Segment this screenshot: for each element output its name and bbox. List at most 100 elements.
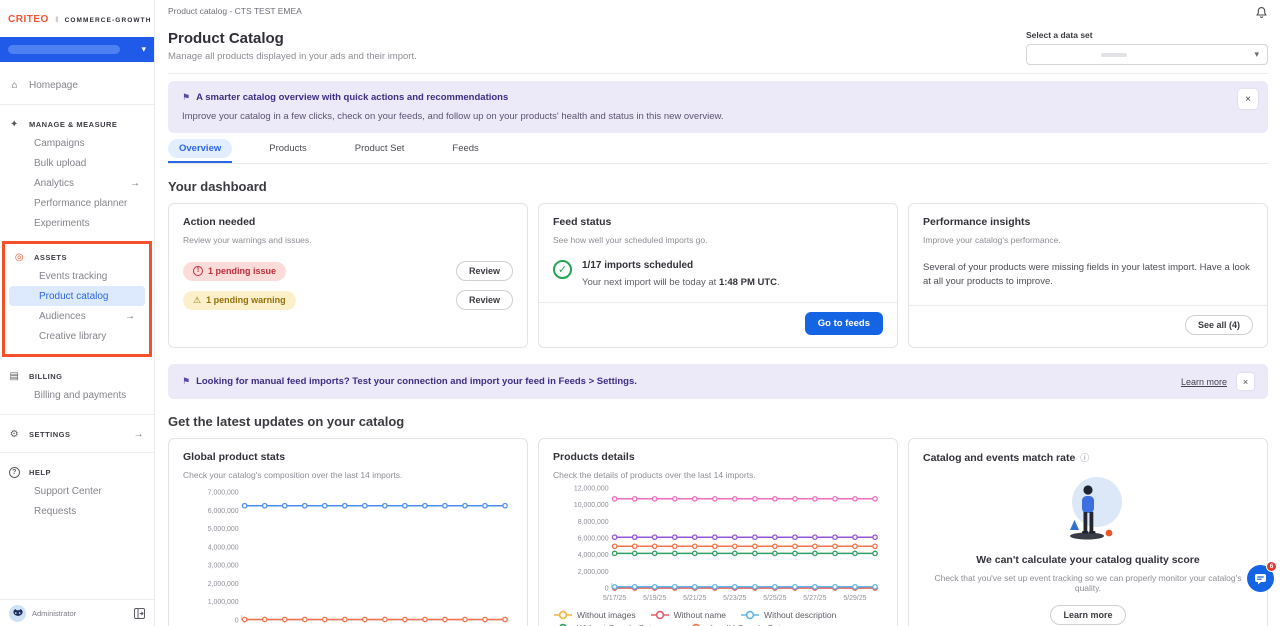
- status-label: 1 pending warning: [206, 295, 286, 305]
- sidebar-section-header-manage-measure[interactable]: ✦ MANAGE & MEASURE: [0, 115, 154, 133]
- performance-insights-card: Performance insights Improve your catalo…: [908, 203, 1268, 348]
- chevron-down-icon: ▾: [1254, 49, 1259, 59]
- status-label: 1 pending issue: [208, 266, 277, 276]
- banner-description: Improve your catalog in a few clicks, ch…: [182, 111, 724, 122]
- sidebar-item-creative-library[interactable]: Creative library: [9, 326, 145, 346]
- card-description: Improve your catalog's performance.: [923, 235, 1061, 245]
- sidebar-item-label: Campaigns: [34, 137, 85, 149]
- notifications-bell-icon[interactable]: [1255, 6, 1268, 24]
- user-name: Administrator: [32, 608, 77, 618]
- sidebar: CRITEO ‖ COMMERCE-GROWTH ▾ ⌂ Homepage ✦ MAN…: [0, 0, 155, 626]
- sidebar-section-help: ? HELP Support Center Requests: [0, 463, 154, 521]
- legend-item-without-description: Without description: [740, 610, 836, 620]
- legend-item-without-images: Without images: [553, 610, 636, 620]
- match-rate-card: Catalog and events match rate ⓘ We can't…: [908, 438, 1268, 626]
- close-icon[interactable]: ×: [1237, 373, 1254, 390]
- learn-more-button[interactable]: Learn more: [1050, 605, 1126, 625]
- flag-icon: ⚑: [182, 376, 191, 386]
- legend-item-without-name: Without name: [650, 610, 726, 620]
- sidebar-item-analytics[interactable]: Analytics →: [4, 173, 150, 193]
- svg-text:5/19/25: 5/19/25: [643, 595, 666, 602]
- global-product-stats-card: Global product stats Check your catalog'…: [168, 438, 528, 626]
- tab-product-set[interactable]: Product Set: [344, 143, 416, 163]
- svg-text:4,000,000: 4,000,000: [208, 544, 239, 551]
- page-title: Product Catalog: [168, 30, 284, 47]
- sidebar-item-label: Product catalog: [39, 290, 109, 302]
- card-icon: ▤: [9, 370, 20, 382]
- card-title: Catalog and events match rate: [923, 451, 1076, 464]
- dashboard-heading: Your dashboard: [168, 179, 267, 194]
- products-details-card: Products details Check the details of pr…: [538, 438, 898, 626]
- insight-text: Several of your products were missing fi…: [923, 262, 1250, 288]
- sidebar-section-label: ASSETS: [34, 252, 68, 262]
- learn-more-link[interactable]: Learn more: [1180, 376, 1227, 387]
- match-rate-text: Check that you've set up event tracking …: [934, 573, 1242, 593]
- breadcrumb: Product catalog - CTS TEST EMEA: [168, 6, 302, 16]
- sidebar-item-bulk-upload[interactable]: Bulk upload: [4, 153, 150, 173]
- see-all-button[interactable]: See all (4): [1184, 315, 1253, 335]
- tab-feeds[interactable]: Feeds: [441, 143, 489, 163]
- sidebar-item-label: Experiments: [34, 217, 90, 229]
- sidebar-item-label: Events tracking: [39, 270, 108, 282]
- sidebar-section-label: BILLING: [29, 371, 63, 381]
- sidebar-item-events-tracking[interactable]: Events tracking: [9, 266, 145, 286]
- sidebar-section-header-billing[interactable]: ▤ BILLING: [0, 367, 154, 385]
- svg-text:6,000,000: 6,000,000: [208, 508, 239, 515]
- issue-icon: !: [193, 266, 203, 276]
- chat-widget-button[interactable]: 6: [1247, 561, 1277, 592]
- gear-icon: ⚙: [9, 428, 20, 440]
- svg-text:2,000,000: 2,000,000: [578, 569, 609, 576]
- sidebar-item-requests[interactable]: Requests: [4, 501, 150, 521]
- dataset-select[interactable]: ▾: [1026, 44, 1268, 65]
- sidebar-item-campaigns[interactable]: Campaigns: [4, 133, 150, 153]
- close-icon[interactable]: ×: [1238, 89, 1258, 109]
- chart-subtitle: Check the details of products over the l…: [553, 470, 756, 480]
- svg-text:5/23/25: 5/23/25: [723, 595, 746, 602]
- svg-text:1,000,000: 1,000,000: [208, 599, 239, 606]
- svg-text:5/17/25: 5/17/25: [603, 595, 626, 602]
- sidebar-item-label: Homepage: [29, 79, 78, 91]
- sidebar-item-audiences[interactable]: Audiences →: [9, 306, 145, 326]
- action-row: ! 1 pending issue Review: [183, 261, 513, 281]
- svg-text:5/29/25: 5/29/25: [843, 595, 866, 602]
- sidebar-section-header-settings[interactable]: ⚙ SETTINGS →: [0, 425, 154, 443]
- chart-subtitle: Check your catalog's composition over th…: [183, 470, 403, 480]
- header-divider: [168, 73, 1268, 74]
- collapse-sidebar-icon[interactable]: [134, 607, 145, 619]
- info-icon[interactable]: ⓘ: [1080, 453, 1090, 463]
- svg-text:0: 0: [235, 617, 239, 624]
- banner-title: ⚑ A smarter catalog overview with quick a…: [182, 92, 509, 103]
- account-selector[interactable]: ▾: [0, 37, 154, 62]
- main-content: Product catalog - CTS TEST EMEA Product …: [155, 0, 1280, 626]
- sidebar-item-product-catalog[interactable]: Product catalog: [9, 286, 145, 306]
- chevron-down-icon: ▾: [141, 44, 146, 54]
- svg-text:2,000,000: 2,000,000: [208, 581, 239, 588]
- card-title: Action needed: [183, 216, 256, 228]
- tab-products[interactable]: Products: [258, 143, 318, 163]
- next-import-text: Your next import will be today at 1:48 P…: [582, 277, 780, 288]
- sidebar-item-support-center[interactable]: Support Center: [4, 481, 150, 501]
- go-to-feeds-button[interactable]: Go to feeds: [804, 312, 883, 335]
- person-illustration: [1070, 477, 1122, 540]
- sidebar-section-header-assets[interactable]: ◎ ASSETS: [5, 248, 149, 266]
- svg-text:7,000,000: 7,000,000: [208, 489, 239, 496]
- review-button[interactable]: Review: [455, 290, 513, 310]
- sidebar-section-header-help[interactable]: ? HELP: [0, 463, 154, 481]
- dataset-label: Select a data set: [1026, 30, 1093, 40]
- tab-label: Products: [269, 143, 307, 154]
- avatar[interactable]: [9, 604, 26, 622]
- review-button[interactable]: Review: [455, 261, 513, 281]
- logo-separator: ‖: [55, 17, 59, 24]
- svg-text:5/21/25: 5/21/25: [683, 595, 706, 602]
- sidebar-item-homepage[interactable]: ⌂ Homepage: [0, 75, 154, 95]
- sidebar-item-billing-and-payments[interactable]: Billing and payments: [4, 385, 150, 405]
- sidebar-item-performance-planner[interactable]: Performance planner: [4, 193, 150, 213]
- sidebar-section-billing: ▤ BILLING Billing and payments: [0, 367, 154, 405]
- sidebar-item-experiments[interactable]: Experiments: [4, 213, 150, 233]
- tab-overview[interactable]: Overview: [168, 139, 233, 163]
- sidebar-divider: [0, 452, 154, 453]
- arrow-right-icon: →: [130, 177, 140, 189]
- sidebar-section-label: SETTINGS: [29, 429, 71, 439]
- sidebar-item-label: Creative library: [39, 330, 107, 342]
